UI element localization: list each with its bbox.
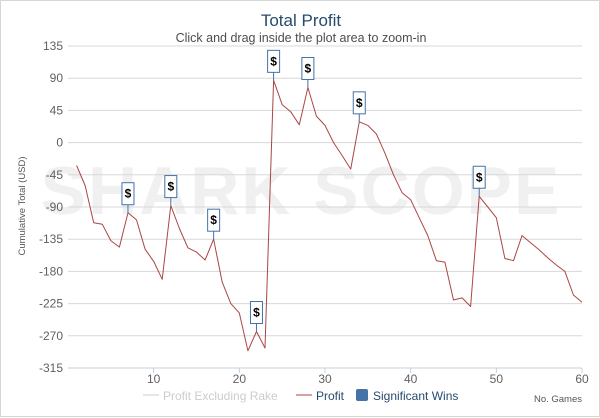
chart-subtitle: Click and drag inside the plot area to z… (176, 31, 427, 45)
x-tick-label: 10 (147, 372, 161, 386)
significant-win-flag[interactable]: $ (207, 208, 221, 240)
significant-win-flag[interactable]: $ (352, 91, 366, 122)
y-tick-label: -180 (39, 264, 63, 278)
legend-symbol-significant-wins (356, 389, 368, 401)
legend-item-profit[interactable]: Profit (296, 389, 345, 403)
flag-box (267, 49, 281, 73)
series-layer (76, 79, 583, 352)
x-tick-label: 20 (233, 372, 247, 386)
x-axis-title: No. Games (534, 394, 582, 405)
legend-item-significant-wins[interactable]: Significant Wins (356, 389, 458, 403)
flag-box (352, 91, 366, 115)
y-tick-label: -315 (39, 361, 63, 375)
y-tick-label: 45 (50, 103, 64, 117)
flag-label: $ (253, 306, 260, 320)
significant-win-flag[interactable]: $ (267, 49, 281, 81)
y-tick-label: 135 (43, 39, 63, 53)
series-line-profit[interactable] (76, 79, 583, 352)
flag-label: $ (125, 187, 132, 201)
y-axis-ticks: 135 90 45 0 -45 -90 -135 -180 -225 -270 -315 (39, 39, 63, 375)
significant-win-flag[interactable]: $ (121, 182, 135, 213)
legend-label-significant-wins: Significant Wins (373, 389, 458, 403)
x-tick-label: 50 (490, 372, 504, 386)
flag-label: $ (210, 213, 217, 227)
legend-item-profit-excluding-rake[interactable]: Profit Excluding Rake (143, 389, 278, 403)
flag-label: $ (167, 180, 174, 194)
grid-lines (68, 45, 582, 369)
flag-label: $ (270, 54, 277, 68)
x-tick-label: 60 (575, 372, 589, 386)
y-tick-label: -270 (39, 329, 63, 343)
significant-win-flag[interactable]: $ (301, 57, 315, 88)
y-tick-label: -135 (39, 232, 63, 246)
flag-label: $ (476, 170, 483, 184)
flag-label: $ (305, 62, 312, 76)
flag-box (121, 182, 135, 206)
watermark-text: SHARK SCOPE (41, 153, 562, 229)
flag-box (164, 175, 178, 199)
flag-box (249, 301, 263, 325)
significant-win-flag[interactable]: $ (472, 165, 486, 197)
flag-box (207, 208, 221, 232)
flags-layer: $ $ $ $ $ $ $ $ (121, 49, 486, 332)
significant-win-flag[interactable]: $ (249, 301, 263, 332)
legend-label-profit-excluding-rake: Profit Excluding Rake (163, 389, 278, 403)
flag-box (301, 57, 315, 81)
x-axis-ticks: 10 20 30 40 50 60 (147, 368, 589, 386)
x-tick-label: 30 (318, 372, 332, 386)
y-tick-label: -90 (46, 200, 64, 214)
legend: Profit Excluding Rake Profit Significant… (143, 389, 458, 403)
y-tick-label: 0 (56, 136, 63, 150)
chart-title: Total Profit (261, 11, 342, 30)
y-axis-title: Cumulative Total (USD) (17, 156, 28, 255)
x-tick-label: 40 (404, 372, 418, 386)
legend-label-profit: Profit (316, 389, 345, 403)
significant-win-flag[interactable]: $ (164, 175, 178, 206)
y-tick-label: -45 (46, 168, 64, 182)
y-tick-label: 90 (50, 71, 64, 85)
flag-box (472, 165, 486, 189)
y-tick-label: -225 (39, 297, 63, 311)
flag-label: $ (356, 96, 363, 110)
